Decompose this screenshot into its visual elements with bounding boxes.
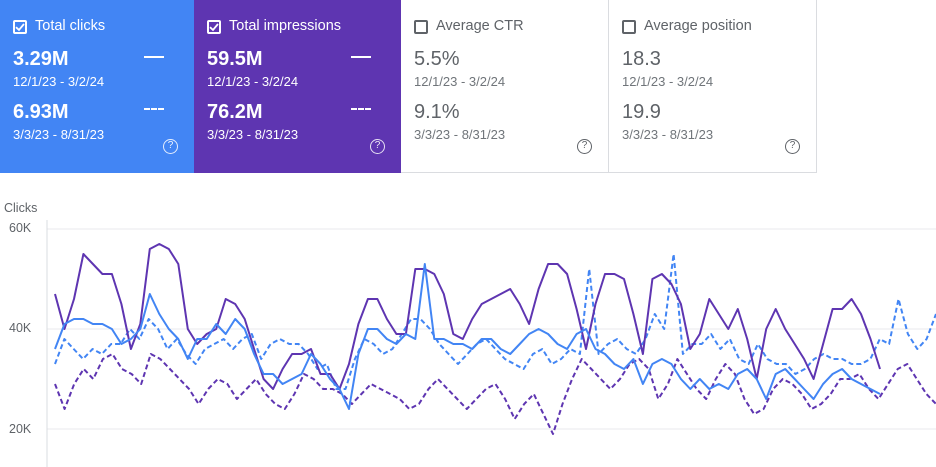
metric-current-value: 59.5M bbox=[207, 48, 263, 70]
checkbox-checked-icon[interactable] bbox=[13, 20, 27, 34]
metric-previous-value: 9.1% bbox=[414, 101, 460, 123]
series-line-1 bbox=[54, 263, 881, 410]
checkbox-unchecked-icon[interactable] bbox=[622, 20, 636, 34]
help-icon[interactable]: ? bbox=[785, 139, 800, 154]
metric-current-value: 18.3 bbox=[622, 48, 661, 70]
metric-current-range: 12/1/23 - 3/2/24 bbox=[13, 74, 105, 89]
series-line-3 bbox=[54, 353, 936, 435]
solid-line-legend-icon bbox=[351, 56, 371, 58]
y-tick-label: 20K bbox=[9, 422, 32, 436]
performance-line-chart[interactable] bbox=[0, 190, 936, 467]
metric-current-range: 12/1/23 - 3/2/24 bbox=[622, 74, 714, 89]
checkbox-checked-icon[interactable] bbox=[207, 20, 221, 34]
metric-card-average-position[interactable]: Average position 18.3 12/1/23 - 3/2/24 1… bbox=[609, 0, 817, 173]
help-icon[interactable]: ? bbox=[370, 139, 385, 154]
metric-current-range: 12/1/23 - 3/2/24 bbox=[414, 74, 506, 89]
y-tick-label: 60K bbox=[9, 221, 32, 235]
dashed-line-legend-icon bbox=[144, 108, 164, 110]
metric-previous-value: 6.93M bbox=[13, 101, 69, 123]
metric-title: Total clicks bbox=[35, 18, 106, 34]
metric-current-range: 12/1/23 - 3/2/24 bbox=[207, 74, 299, 89]
metric-title: Average CTR bbox=[436, 18, 524, 34]
metric-previous-range: 3/3/23 - 8/31/23 bbox=[207, 127, 299, 142]
checkbox-unchecked-icon[interactable] bbox=[414, 20, 428, 34]
metric-cards: Total clicks 3.29M 12/1/23 - 3/2/24 6.93… bbox=[0, 0, 817, 173]
metric-title: Total impressions bbox=[229, 18, 342, 34]
metric-previous-value: 19.9 bbox=[622, 101, 661, 123]
metric-current-value: 5.5% bbox=[414, 48, 460, 70]
metric-title: Average position bbox=[644, 18, 752, 34]
metric-card-average-ctr[interactable]: Average CTR 5.5% 12/1/23 - 3/2/24 9.1% 3… bbox=[401, 0, 609, 173]
metric-card-total-impressions[interactable]: Total impressions 59.5M 12/1/23 - 3/2/24… bbox=[194, 0, 401, 173]
y-axis-title: Clicks bbox=[4, 201, 38, 215]
metric-previous-range: 3/3/23 - 8/31/23 bbox=[13, 127, 105, 142]
metric-card-total-clicks[interactable]: Total clicks 3.29M 12/1/23 - 3/2/24 6.93… bbox=[0, 0, 194, 173]
solid-line-legend-icon bbox=[144, 56, 164, 58]
help-icon[interactable]: ? bbox=[163, 139, 178, 154]
metric-previous-range: 3/3/23 - 8/31/23 bbox=[622, 127, 714, 142]
series-line-2 bbox=[54, 253, 936, 390]
y-tick-label: 40K bbox=[9, 321, 32, 335]
series-line-0 bbox=[54, 243, 881, 390]
dashed-line-legend-icon bbox=[351, 108, 371, 110]
help-icon[interactable]: ? bbox=[577, 139, 592, 154]
metric-previous-range: 3/3/23 - 8/31/23 bbox=[414, 127, 506, 142]
metric-previous-value: 76.2M bbox=[207, 101, 263, 123]
metric-current-value: 3.29M bbox=[13, 48, 69, 70]
